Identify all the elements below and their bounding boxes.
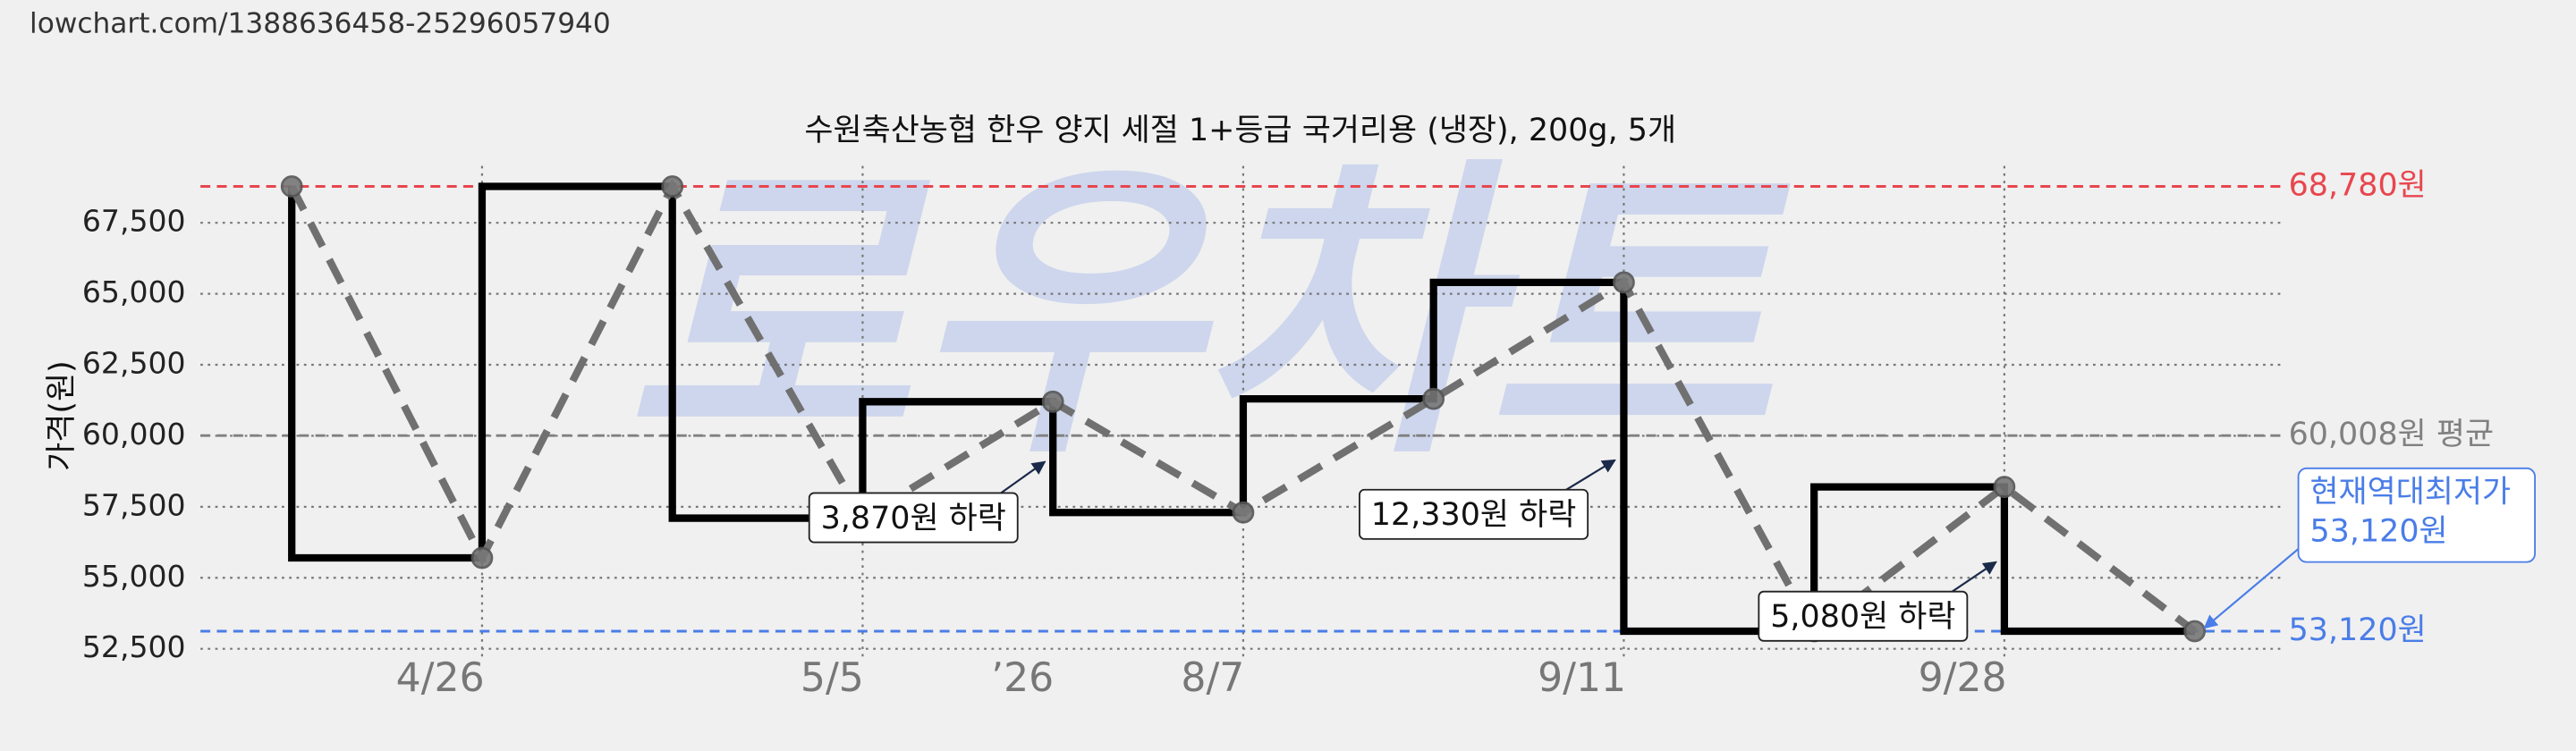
annotation-box [1359,488,1589,540]
annotation: 3,870원 하락 [821,501,1006,536]
y-tick-label: 62,500 [82,346,186,381]
chart-title: 수원축산농협 한우 양지 세절 1+등급 국거리용 (냉장), 200g, 5개 [804,113,1676,148]
annotation-box [1758,590,1969,642]
reference-label: 60,008원 평균 [2289,417,2494,452]
watermark: 로우차트 [625,133,1794,496]
annotation: 5,080원 하락 [1770,599,1955,635]
point [1422,387,1445,410]
x-tick-label: 9/11 [1538,655,1626,701]
y-tick-label: 60,000 [82,417,186,451]
point [1993,476,2016,499]
x-tick-label: 8/7 [1181,655,1244,701]
y-tick-label: 65,000 [82,274,186,309]
annotation-box [808,492,1019,544]
x-tick-label: 9/28 [1919,655,2007,701]
callout-line: 53,120원 [2309,514,2447,550]
y-tick-label: 57,500 [82,487,186,522]
reference-label: 68,780원 [2289,168,2427,204]
x-tick-label: ’26 [991,655,1054,701]
point [280,175,303,198]
url: lowchart.com/1388636458-25296057940 [30,8,611,40]
callout-arrow [2203,548,2300,629]
point [1613,271,1635,294]
reference-label: 53,120원 [2289,612,2427,648]
y-axis-label: 가격(원) [44,360,80,471]
callout-line: 현재역대최저가 [2309,474,2511,510]
point [2183,620,2207,643]
point [1232,501,1255,524]
y-tick-label: 52,500 [82,629,186,664]
annotation: 12,330원 하락 [1371,497,1576,533]
y-tick-label: 55,000 [82,559,186,594]
x-tick-label: 5/5 [801,655,864,701]
y-tick-label: 67,500 [82,204,186,239]
point [470,546,494,570]
point [1041,390,1064,413]
callout-box [2297,467,2536,563]
point [661,175,684,198]
x-tick-label: 4/26 [396,655,485,701]
